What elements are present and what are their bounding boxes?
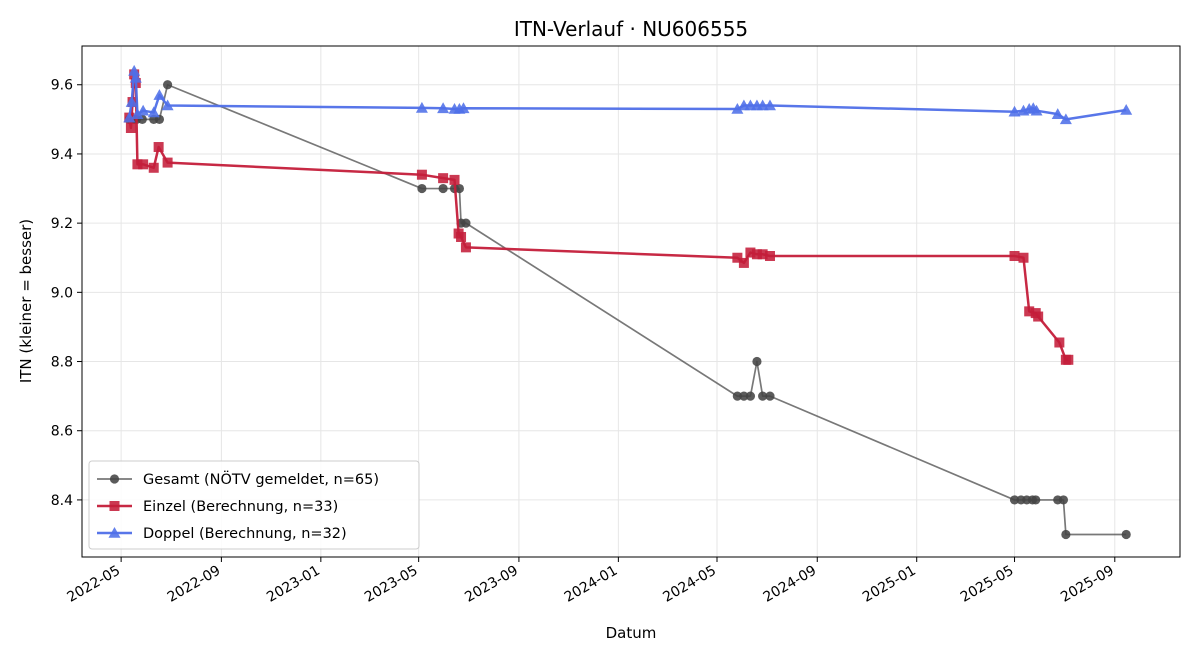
data-point	[461, 218, 471, 228]
data-point	[1009, 495, 1020, 505]
data-point	[153, 89, 166, 100]
data-point	[1030, 104, 1043, 116]
plot-frame	[81, 45, 1181, 558]
x-tick-label: 2023-01	[264, 563, 323, 606]
series-line	[128, 73, 1069, 362]
data-point	[758, 391, 768, 401]
legend-swatch-marker	[108, 527, 121, 538]
x-tick-label: 2022-05	[64, 563, 123, 606]
x-tick-label: 2024-05	[660, 563, 719, 606]
data-point	[132, 159, 143, 170]
data-point	[1061, 529, 1071, 540]
series-line	[128, 69, 1127, 121]
y-tick-label: 9.0	[51, 285, 73, 301]
data-point	[153, 142, 164, 153]
data-point	[1009, 251, 1020, 262]
data-point	[1059, 113, 1072, 125]
data-point	[456, 231, 467, 242]
data-point	[765, 391, 775, 401]
y-tick-label: 8.6	[51, 424, 73, 440]
data-point	[1120, 104, 1133, 115]
legend-label: Doppel (Berechnung, n=32)	[143, 526, 347, 542]
data-point	[460, 242, 471, 253]
data-point	[129, 71, 142, 83]
y-tick-label: 9.4	[51, 147, 73, 163]
data-point	[1024, 306, 1035, 317]
x-tick-label: 2022-09	[165, 563, 224, 606]
data-point	[162, 80, 173, 90]
x-tick-label: 2025-05	[958, 563, 1017, 606]
data-point	[457, 102, 470, 114]
x-tick-label: 2024-09	[761, 563, 820, 606]
data-point	[128, 64, 141, 76]
data-point	[1033, 311, 1044, 322]
data-point	[739, 391, 749, 401]
x-tick-label: 2023-05	[362, 563, 421, 606]
data-point	[1051, 108, 1064, 119]
legend: Gesamt (NÖTV gemeldet, n=65) Einzel (Bere…	[88, 460, 420, 550]
legend-swatch-marker	[109, 501, 120, 511]
x-tick-label: 2023-09	[462, 563, 521, 606]
data-point	[416, 169, 427, 180]
data-point	[1063, 354, 1074, 365]
data-point	[454, 183, 465, 194]
legend-label: Einzel (Berechnung, n=33)	[143, 499, 338, 515]
x-tick-label: 2025-09	[1058, 563, 1117, 606]
data-point	[125, 122, 136, 133]
data-point	[161, 99, 174, 111]
y-tick-label: 8.8	[51, 355, 73, 371]
data-point	[745, 391, 756, 401]
data-point	[745, 247, 756, 258]
data-point	[738, 257, 749, 268]
x-tick-label: 2025-01	[860, 563, 919, 606]
legend-box	[88, 460, 420, 550]
y-axis-label: ITN (kleiner = besser)	[17, 219, 35, 383]
y-tick-label: 9.6	[51, 78, 73, 94]
data-point	[757, 249, 768, 260]
data-point	[1058, 495, 1069, 505]
data-point	[138, 159, 149, 170]
y-tick-label: 8.4	[51, 493, 73, 509]
data-point	[123, 111, 136, 123]
data-point	[147, 106, 160, 118]
data-point	[437, 102, 450, 114]
data-point	[415, 101, 428, 113]
data-point	[131, 108, 144, 119]
legend-swatch-marker	[109, 474, 120, 484]
series-square	[124, 69, 1074, 365]
data-point	[1031, 495, 1041, 505]
data-point	[438, 173, 449, 184]
data-point	[732, 391, 742, 401]
data-point	[162, 157, 173, 168]
data-point	[752, 356, 762, 367]
data-point	[732, 252, 743, 263]
data-point	[1008, 105, 1021, 117]
series-layer	[123, 64, 1133, 540]
data-point	[438, 183, 448, 194]
legend-label: Gesamt (NÖTV gemeldet, n=65)	[143, 470, 379, 488]
x-tick-label: 2024-01	[562, 563, 621, 606]
data-point	[1018, 252, 1029, 263]
data-point	[148, 162, 159, 173]
data-point	[731, 102, 744, 114]
data-point	[125, 96, 138, 107]
data-point	[1121, 529, 1131, 540]
data-point	[751, 249, 762, 260]
data-point	[137, 104, 150, 116]
chart-title: ITN-Verlauf · NU606555	[514, 17, 748, 41]
data-point	[763, 99, 776, 111]
data-point	[449, 174, 460, 185]
data-point	[764, 251, 775, 262]
data-point	[1054, 337, 1065, 348]
y-tick-label: 9.2	[51, 216, 73, 232]
x-axis-label: Datum	[606, 624, 657, 642]
data-point	[417, 183, 427, 194]
series-triangle	[123, 64, 1133, 125]
